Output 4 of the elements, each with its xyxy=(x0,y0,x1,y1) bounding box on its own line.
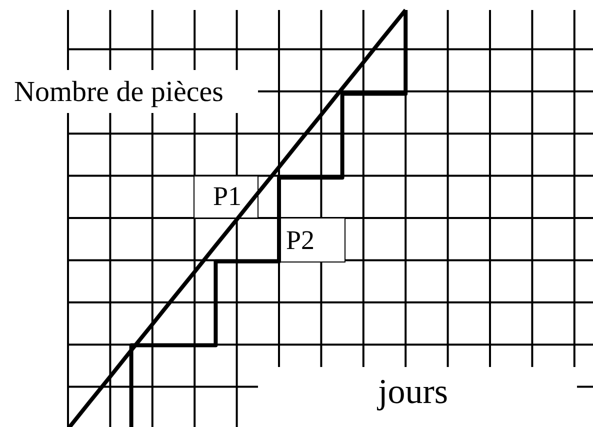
y-axis-title: Nombre de pièces xyxy=(14,76,224,108)
series-label: P1 xyxy=(213,181,242,211)
x-axis-title: jours xyxy=(376,372,448,411)
series-label: P2 xyxy=(286,225,315,255)
